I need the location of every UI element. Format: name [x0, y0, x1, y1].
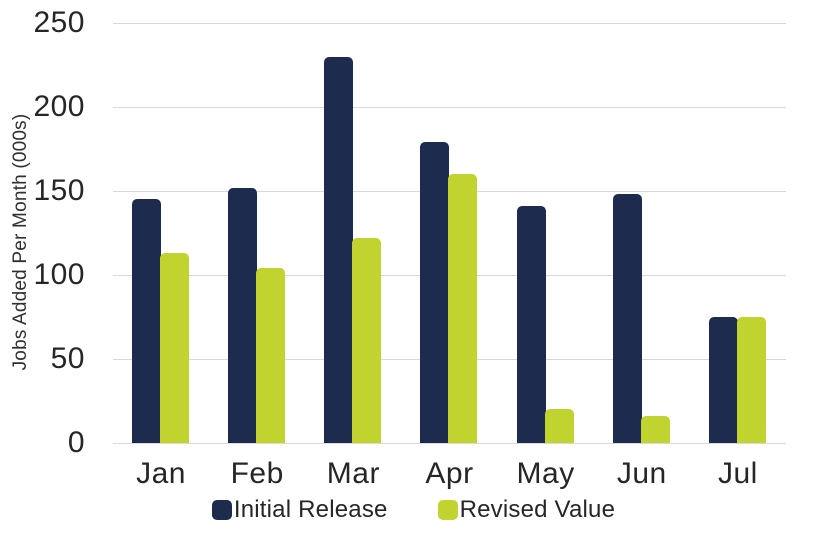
legend-item-initial-release: Initial Release	[211, 496, 388, 524]
x-label-mar: Mar	[326, 457, 380, 490]
bar-group-apr	[401, 23, 497, 443]
bar-revised-apr	[448, 174, 478, 443]
bar-initial-jan	[132, 199, 162, 443]
x-label-feb: Feb	[230, 457, 284, 490]
bar-initial-jul	[708, 317, 738, 443]
bar-revised-mar	[352, 238, 382, 443]
bar-group-jul	[690, 23, 786, 443]
bar-initial-jun	[612, 194, 642, 443]
x-axis-labels: Jan Feb Mar Apr May Jun Jul	[113, 456, 786, 494]
legend-label-revised-value: Revised Value	[459, 496, 616, 523]
bar-group-feb	[209, 23, 305, 443]
y-tick-label-250: 250	[33, 6, 85, 39]
legend-marker-revised-value-icon	[437, 500, 458, 520]
bar-revised-may	[544, 409, 574, 443]
bar-group-may	[498, 23, 594, 443]
gridline-200	[113, 106, 786, 108]
legend-item-revised-value: Revised Value	[437, 496, 616, 524]
bar-revised-feb	[256, 268, 286, 443]
legend-marker-initial-release-icon	[211, 500, 232, 520]
bar-initial-mar	[324, 56, 354, 443]
bar-group-jun	[594, 23, 690, 443]
y-tick-label-50: 50	[50, 342, 85, 375]
plot-area	[113, 22, 786, 444]
x-label-apr: Apr	[425, 457, 474, 490]
bar-revised-jun	[640, 416, 670, 443]
bar-group-jan	[113, 23, 209, 443]
x-label-may: May	[516, 457, 575, 490]
bar-initial-apr	[420, 142, 450, 443]
bar-revised-jan	[160, 253, 190, 443]
bar-initial-may	[516, 206, 546, 443]
legend-label-initial-release: Initial Release	[233, 496, 388, 523]
y-axis-ticks: 0 50 100 150 200 250	[0, 0, 85, 466]
gridline-250	[113, 22, 786, 24]
legend: Initial Release Revised Value	[0, 496, 827, 524]
gridline-0	[113, 442, 786, 444]
x-label-jul: Jul	[717, 457, 758, 490]
bar-revised-jul	[736, 317, 766, 443]
y-tick-label-100: 100	[33, 258, 85, 291]
x-label-jun: Jun	[616, 457, 667, 490]
y-tick-label-0: 0	[67, 426, 85, 459]
y-tick-label-150: 150	[33, 174, 85, 207]
y-tick-label-200: 200	[33, 90, 85, 123]
bar-group-mar	[305, 23, 401, 443]
x-label-jan: Jan	[136, 457, 186, 490]
bar-initial-feb	[228, 187, 258, 443]
